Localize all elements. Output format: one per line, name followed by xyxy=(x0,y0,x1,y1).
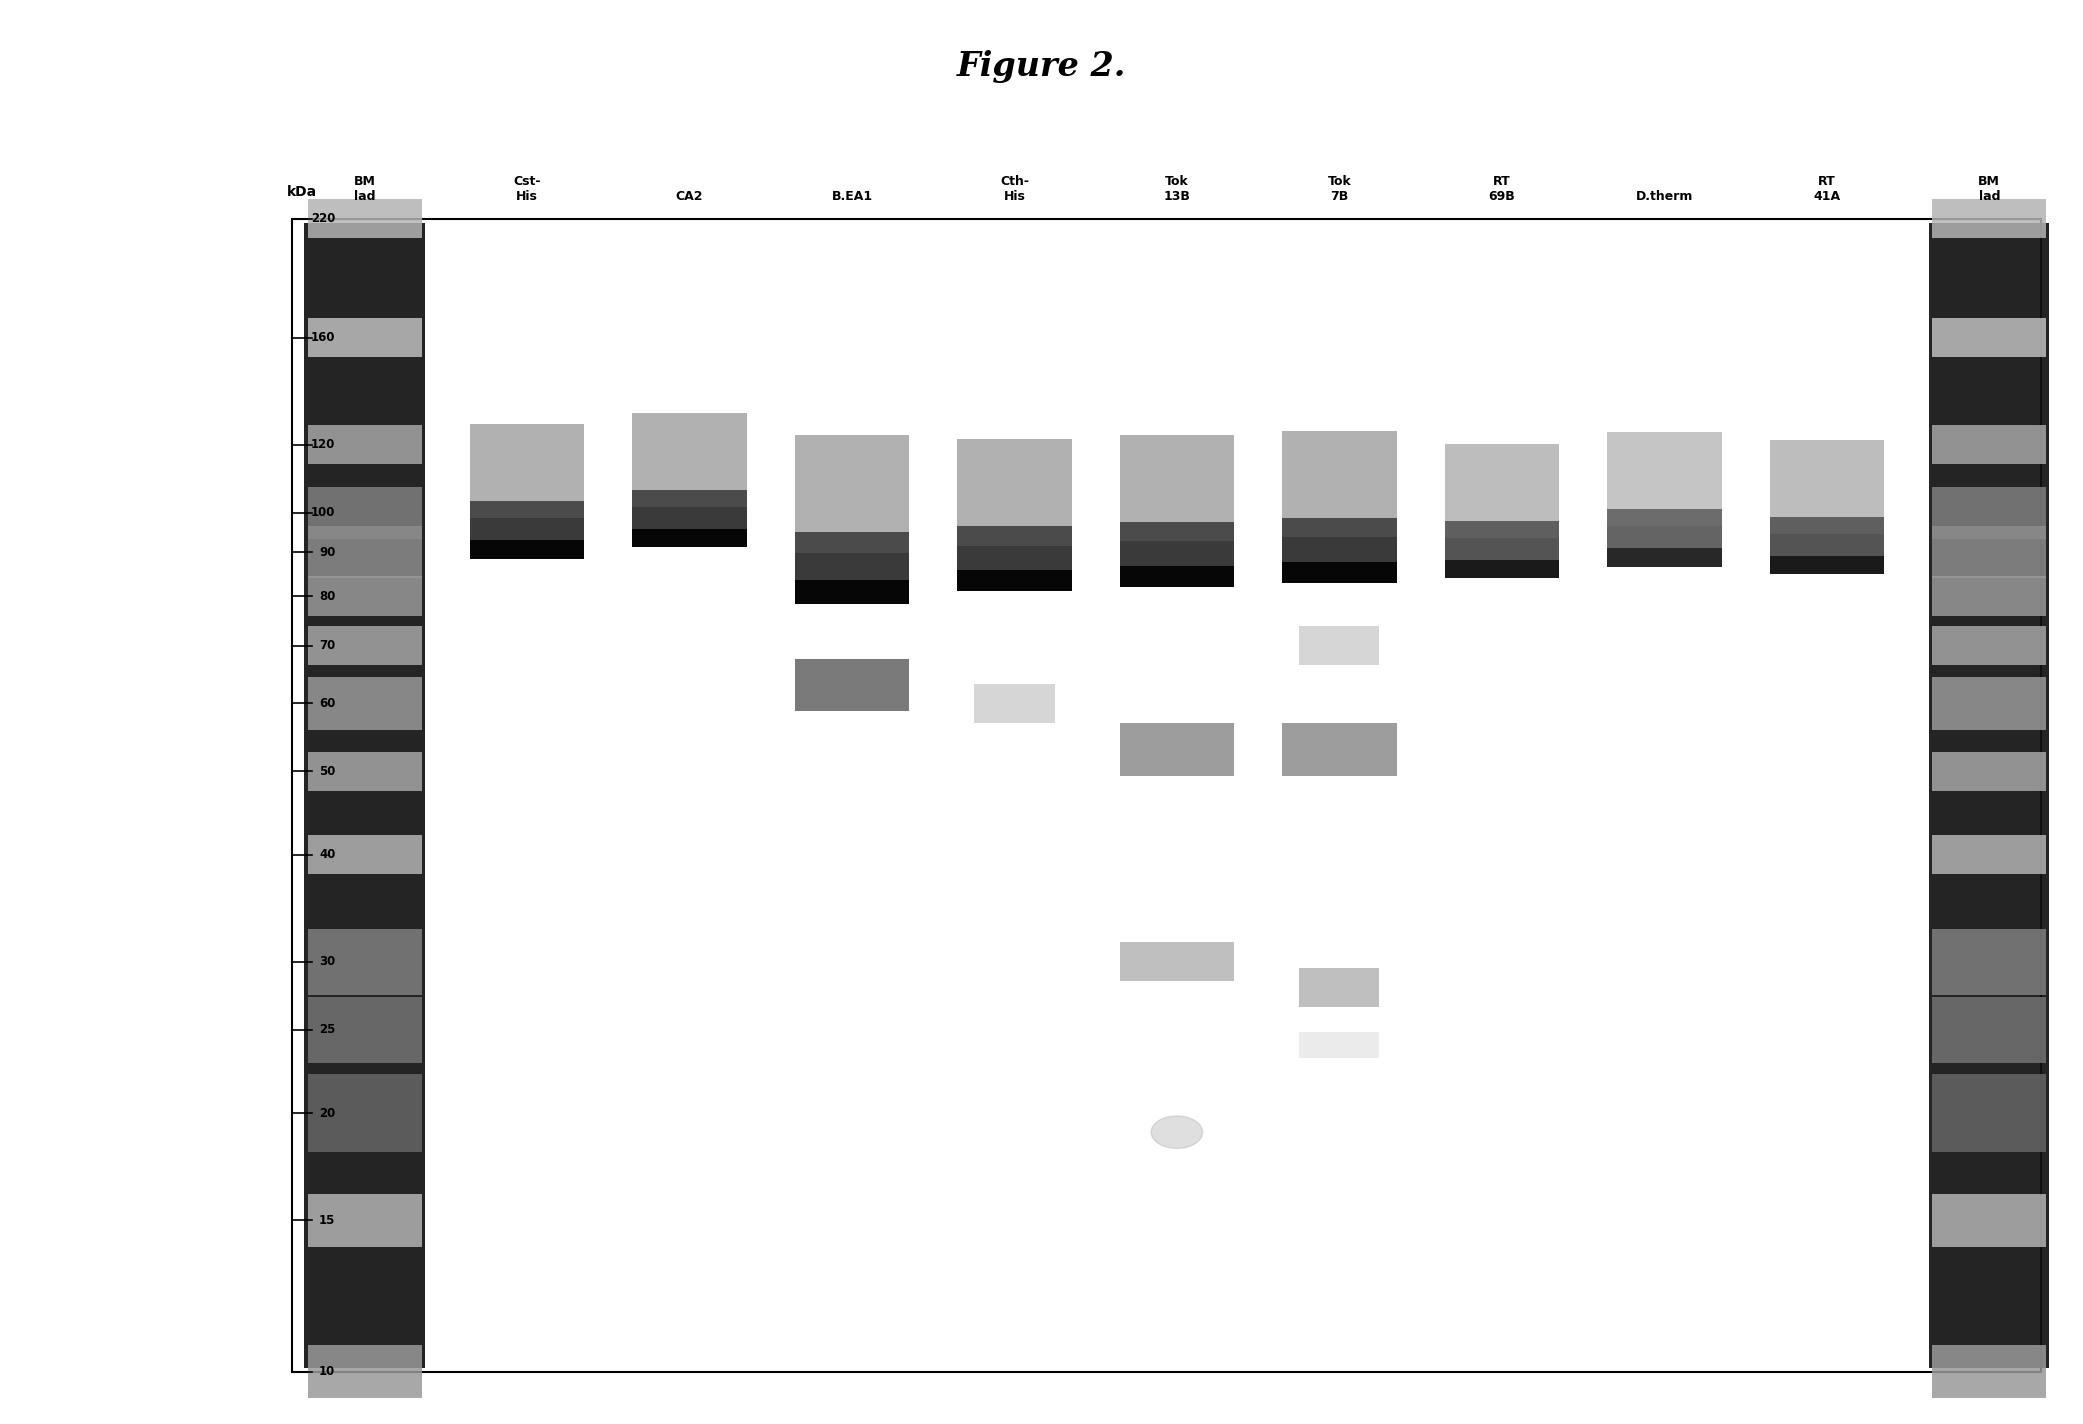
Text: 20: 20 xyxy=(319,1106,335,1119)
Bar xyxy=(1933,1346,2046,1398)
Bar xyxy=(1933,752,2046,790)
Text: RT
41A: RT 41A xyxy=(1812,175,1841,204)
Circle shape xyxy=(1152,1116,1202,1148)
Bar xyxy=(1283,561,1396,582)
Text: 220: 220 xyxy=(310,212,335,225)
Bar xyxy=(292,219,2041,1371)
Bar xyxy=(1933,1195,2046,1246)
Bar xyxy=(1933,1074,2046,1152)
Bar xyxy=(1933,678,2046,729)
Bar xyxy=(1300,627,1379,665)
Text: BM
lad: BM lad xyxy=(1979,175,2000,204)
Bar xyxy=(308,426,421,464)
Bar xyxy=(1771,555,1883,574)
Bar xyxy=(958,570,1071,591)
Bar xyxy=(308,627,421,665)
Bar xyxy=(1283,723,1396,776)
Bar xyxy=(308,1346,421,1398)
Text: 40: 40 xyxy=(319,849,335,862)
Text: 60: 60 xyxy=(319,696,335,709)
Bar xyxy=(633,490,746,547)
Text: Tok
13B: Tok 13B xyxy=(1164,175,1189,204)
Text: 10: 10 xyxy=(319,1366,335,1378)
Bar xyxy=(1933,834,2046,874)
Bar xyxy=(471,501,583,558)
Bar xyxy=(796,531,908,604)
Bar xyxy=(1121,723,1233,776)
Bar xyxy=(1283,518,1396,582)
Text: 100: 100 xyxy=(310,507,335,520)
Bar xyxy=(1933,487,2046,540)
Text: Figure 2.: Figure 2. xyxy=(956,50,1127,83)
Text: Cst-
His: Cst- His xyxy=(512,175,542,204)
Bar xyxy=(471,540,583,558)
Bar xyxy=(633,413,746,507)
Bar xyxy=(1933,426,2046,464)
Bar xyxy=(1608,508,1721,567)
Bar xyxy=(308,1195,421,1246)
Bar xyxy=(1121,523,1233,587)
Bar xyxy=(1933,997,2046,1062)
Text: kDa: kDa xyxy=(287,185,317,199)
Bar xyxy=(1929,222,2050,1367)
Bar xyxy=(308,752,421,790)
Bar xyxy=(1933,627,2046,665)
Bar xyxy=(471,424,583,518)
Bar xyxy=(958,440,1071,545)
Bar xyxy=(1608,548,1721,567)
Bar xyxy=(1446,444,1558,538)
Bar xyxy=(1608,431,1721,525)
Bar xyxy=(1771,517,1883,574)
Bar xyxy=(1933,525,2046,578)
Bar xyxy=(1771,440,1883,534)
Text: D.therm: D.therm xyxy=(1635,189,1693,204)
Text: 25: 25 xyxy=(319,1024,335,1037)
Bar xyxy=(1300,1032,1379,1058)
Text: Tok
7B: Tok 7B xyxy=(1327,175,1352,204)
Text: 70: 70 xyxy=(319,639,335,652)
Bar xyxy=(308,577,421,615)
Text: 30: 30 xyxy=(319,956,335,968)
Bar xyxy=(304,222,425,1367)
Bar xyxy=(308,318,421,357)
Bar xyxy=(308,678,421,729)
Bar xyxy=(308,487,421,540)
Text: 120: 120 xyxy=(310,439,335,451)
Text: BM
lad: BM lad xyxy=(354,175,375,204)
Bar xyxy=(308,928,421,994)
Text: 80: 80 xyxy=(319,590,335,602)
Bar xyxy=(308,997,421,1062)
Text: 15: 15 xyxy=(319,1213,335,1227)
Text: CA2: CA2 xyxy=(675,189,704,204)
Bar xyxy=(1933,928,2046,994)
Bar xyxy=(796,580,908,604)
Text: 50: 50 xyxy=(319,765,335,778)
Bar xyxy=(1933,318,2046,357)
Bar xyxy=(1933,199,2046,238)
Bar xyxy=(308,834,421,874)
Bar xyxy=(308,1074,421,1152)
Bar xyxy=(1283,431,1396,537)
Bar xyxy=(633,528,746,547)
Bar xyxy=(1121,943,1233,981)
Text: RT
69B: RT 69B xyxy=(1489,175,1514,204)
Bar xyxy=(975,684,1054,723)
Bar xyxy=(796,659,908,712)
Bar xyxy=(1446,521,1558,578)
Text: 160: 160 xyxy=(310,330,335,345)
Text: Cth-
His: Cth- His xyxy=(1000,175,1029,204)
Bar xyxy=(1933,577,2046,615)
Bar xyxy=(308,199,421,238)
Bar xyxy=(1121,565,1233,587)
Text: 90: 90 xyxy=(319,545,335,558)
Bar xyxy=(1121,436,1233,541)
Bar xyxy=(1300,968,1379,1007)
Bar xyxy=(796,436,908,554)
Bar xyxy=(958,525,1071,591)
Bar xyxy=(1446,560,1558,578)
Bar xyxy=(308,525,421,578)
Text: B.EA1: B.EA1 xyxy=(831,189,873,204)
